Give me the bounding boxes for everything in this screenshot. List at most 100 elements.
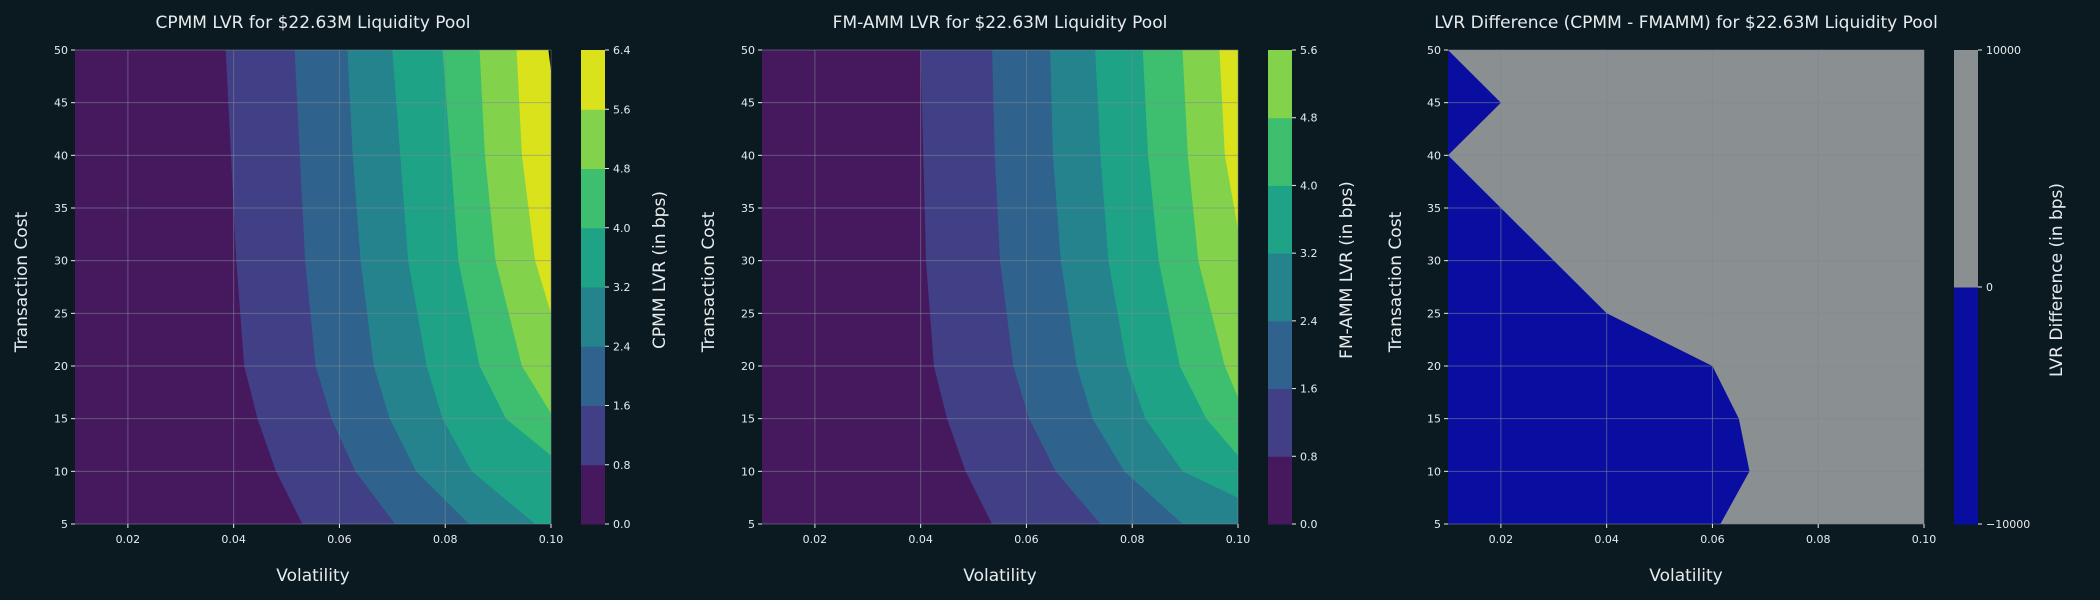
difference-panel: LVR Difference (CPMM - FMAMM) for $22.63… (1386, 13, 2067, 586)
y-tick-label: 20 (1427, 360, 1441, 373)
x-tick-label: 0.02 (803, 533, 828, 546)
colorbar-segment (581, 405, 605, 466)
y-tick-label: 15 (1427, 413, 1441, 426)
colorbar-segment (581, 109, 605, 169)
colorbar-tick-label: 5.6 (1300, 44, 1318, 57)
grid (75, 49, 552, 525)
y-tick-label: 35 (1427, 202, 1441, 215)
colorbar-segment (581, 50, 605, 110)
y-tick-label: 35 (741, 202, 755, 215)
x-tick-label: 0.06 (1700, 533, 1725, 546)
contour-fill (75, 50, 551, 524)
cpmm-panel: CPMM LVR for $22.63M Liquidity Pool Vola… (12, 13, 670, 586)
tick-labels: 0.02 0.04 0.06 0.08 0.10 5 10 15 20 25 30 35 40 45 50 (741, 44, 1250, 546)
fmamm-panel: FM-AMM LVR for $22.63M Liquidity Pool Vo… (699, 13, 1357, 586)
grid (1448, 49, 1925, 525)
colorbar-tick-label: 3.2 (1300, 247, 1318, 260)
colorbar-tick-label: 0.0 (1300, 518, 1318, 531)
fmamm-xlabel: Volatility (963, 566, 1036, 586)
y-tick-label: 30 (54, 255, 68, 268)
tick-labels: 0.02 0.04 0.06 0.08 0.10 5 10 15 20 25 30 35 40 45 50 (54, 44, 563, 546)
colorbar-segment (1954, 50, 1978, 288)
colorbar-segment (1954, 287, 1978, 525)
colorbar-tick-label: 4.0 (1300, 179, 1318, 192)
colorbar-tick-label: 4.0 (613, 222, 631, 235)
y-tick-label: 30 (1427, 255, 1441, 268)
fmamm-title: FM-AMM LVR for $22.63M Liquidity Pool (833, 13, 1168, 33)
fmamm-colorbar-label: FM-AMM LVR (in bps) (1337, 181, 1357, 359)
colorbar-segment (1268, 320, 1292, 390)
cpmm-plot-area: 0.02 0.04 0.06 0.08 0.10 5 10 15 20 25 30 35 40 45 50 (54, 44, 563, 546)
y-tick-label: 40 (54, 149, 68, 162)
x-tick-label: 0.06 (1014, 533, 1039, 546)
x-tick-label: 0.10 (1226, 533, 1251, 546)
fmamm-colorbar: 0.0 0.8 1.6 2.4 3.2 4.0 4.8 5.6 (1268, 44, 1318, 531)
difference-plot-area: 0.02 0.04 0.06 0.08 0.10 5 10 15 20 25 30 35 40 45 50 (1427, 44, 1936, 546)
cpmm-colorbar: 0.0 0.8 1.6 2.4 3.2 4.0 4.8 5.6 6.4 (581, 44, 631, 531)
x-tick-label: 0.08 (1120, 533, 1145, 546)
y-tick-label: 45 (741, 97, 755, 110)
negative-region (1448, 50, 1750, 524)
difference-colorbar-label: LVR Difference (in bps) (2047, 183, 2067, 377)
colorbar-tick-label: 10000 (1986, 44, 2021, 57)
colorbar-tick-label: −10000 (1986, 518, 2030, 531)
x-tick-label: 0.04 (221, 533, 246, 546)
y-tick-label: 15 (741, 413, 755, 426)
x-tick-label: 0.04 (908, 533, 933, 546)
difference-ylabel: Transaction Cost (1386, 211, 1406, 353)
colorbar-segment (581, 346, 605, 406)
fmamm-ylabel: Transaction Cost (699, 211, 719, 353)
y-tick-label: 20 (741, 360, 755, 373)
x-tick-label: 0.02 (116, 533, 141, 546)
colorbar-segment (581, 227, 605, 288)
colorbar-tick-label: 2.4 (613, 340, 631, 353)
y-tick-label: 10 (1427, 465, 1441, 478)
y-tick-label: 10 (741, 465, 755, 478)
colorbar-tick-label: 3.2 (613, 281, 631, 294)
colorbar-segment (1268, 456, 1292, 525)
y-tick-label: 40 (1427, 149, 1441, 162)
contour-band-7 (1219, 50, 1238, 230)
colorbar-segment (581, 287, 605, 347)
y-tick-label: 45 (1427, 97, 1441, 110)
cpmm-xlabel: Volatility (276, 566, 349, 586)
contour-fill (762, 50, 1238, 524)
cpmm-title: CPMM LVR for $22.63M Liquidity Pool (156, 13, 471, 33)
colorbar-segment (1268, 253, 1292, 322)
y-tick-label: 20 (54, 360, 68, 373)
colorbar-segment (581, 464, 605, 525)
y-tick-label: 50 (741, 44, 755, 57)
x-tick-label: 0.08 (1806, 533, 1831, 546)
y-tick-label: 10 (54, 465, 68, 478)
colorbar-tick-label: 4.8 (613, 163, 631, 176)
colorbar-tick-label: 6.4 (613, 44, 631, 57)
cpmm-colorbar-label: CPMM LVR (in bps) (650, 191, 670, 349)
y-tick-label: 15 (54, 413, 68, 426)
tick-labels: 0.02 0.04 0.06 0.08 0.10 5 10 15 20 25 30 35 40 45 50 (1427, 44, 1936, 546)
contour-band-7 (516, 50, 551, 314)
y-tick-label: 45 (54, 97, 68, 110)
y-tick-label: 25 (1427, 307, 1441, 320)
colorbar-tick-label: 0 (1986, 281, 1993, 294)
colorbar-tick-label: 4.8 (1300, 112, 1318, 125)
difference-xlabel: Volatility (1649, 566, 1722, 586)
difference-colorbar: −10000 0 10000 (1954, 44, 2030, 531)
colorbar-tick-label: 1.6 (1300, 383, 1318, 396)
colorbar-tick-label: 0.0 (613, 518, 631, 531)
x-tick-label: 0.10 (1912, 533, 1937, 546)
colorbar-segment (1268, 185, 1292, 254)
difference-title: LVR Difference (CPMM - FMAMM) for $22.63… (1434, 13, 1938, 33)
grid (762, 49, 1239, 525)
x-tick-label: 0.08 (433, 533, 458, 546)
x-tick-label: 0.04 (1594, 533, 1619, 546)
colorbar-tick-label: 2.4 (1300, 315, 1318, 328)
fmamm-plot-area: 0.02 0.04 0.06 0.08 0.10 5 10 15 20 25 30 35 40 45 50 (741, 44, 1250, 546)
contour-fill (1448, 50, 1924, 524)
y-tick-label: 35 (54, 202, 68, 215)
y-tick-label: 30 (741, 255, 755, 268)
y-tick-label: 25 (741, 307, 755, 320)
colorbar-tick-label: 1.6 (613, 400, 631, 413)
colorbar-segment (1268, 50, 1292, 119)
y-tick-label: 5 (748, 518, 755, 531)
